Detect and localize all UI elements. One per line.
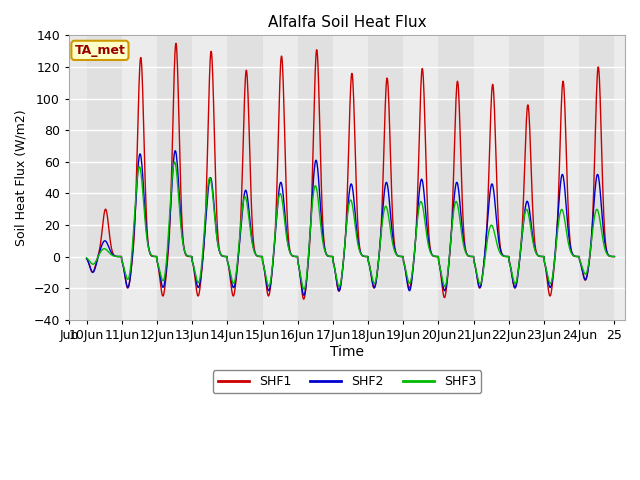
Bar xyxy=(192,36,227,320)
Bar xyxy=(368,36,403,320)
Bar xyxy=(579,36,614,320)
Y-axis label: Soil Heat Flux (W/m2): Soil Heat Flux (W/m2) xyxy=(15,109,28,246)
Bar xyxy=(122,36,157,320)
Bar xyxy=(474,36,509,320)
Bar xyxy=(614,36,640,320)
Legend: SHF1, SHF2, SHF3: SHF1, SHF2, SHF3 xyxy=(212,370,481,393)
Bar xyxy=(403,36,438,320)
Bar xyxy=(157,36,192,320)
Bar xyxy=(438,36,474,320)
X-axis label: Time: Time xyxy=(330,345,364,359)
Bar xyxy=(262,36,298,320)
Bar xyxy=(544,36,579,320)
Bar xyxy=(227,36,262,320)
Bar xyxy=(298,36,333,320)
Title: Alfalfa Soil Heat Flux: Alfalfa Soil Heat Flux xyxy=(268,15,426,30)
Bar xyxy=(333,36,368,320)
Bar xyxy=(86,36,122,320)
Text: TA_met: TA_met xyxy=(74,44,125,57)
Bar xyxy=(509,36,544,320)
